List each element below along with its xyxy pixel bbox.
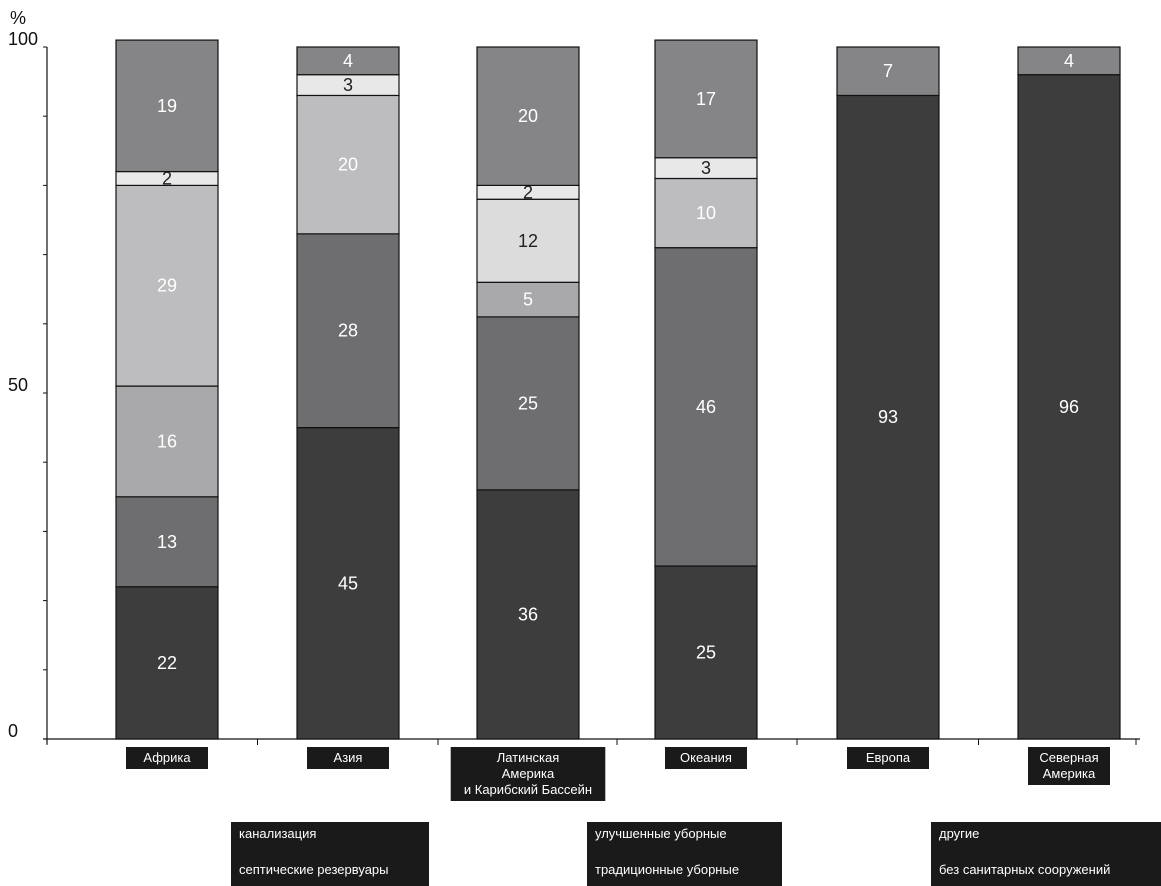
category-label-box <box>847 747 929 769</box>
chart-bars: 22 13 16 29 2 19 45 28 20 3 4 36 25 5 12 2 20 25 46 10 3 17 93… <box>115 39 1121 740</box>
data-label: 19 <box>157 96 177 116</box>
data-label: 3 <box>701 158 711 178</box>
data-label: 12 <box>518 231 538 251</box>
category-label-box <box>307 747 389 769</box>
bar-segment <box>476 316 580 491</box>
legend-box <box>231 822 429 886</box>
bar-segment <box>476 281 580 318</box>
data-label: 36 <box>518 604 538 624</box>
legend-block: улучшенные уборные традиционные уборные <box>587 822 782 886</box>
bar-segment <box>654 247 758 567</box>
data-label: 13 <box>157 532 177 552</box>
bar-segment <box>296 427 400 740</box>
data-label: 45 <box>338 573 358 593</box>
category-label-box <box>450 747 606 801</box>
legend-label: традиционные уборные <box>595 862 739 877</box>
category-label-text: Европа <box>866 750 911 765</box>
legend-label: улучшенные уборные <box>595 826 727 841</box>
bar-segment <box>1017 74 1121 740</box>
data-label: 7 <box>883 61 893 81</box>
bar-segment <box>476 46 580 186</box>
category-label-box <box>665 747 747 769</box>
bar-segment <box>836 94 940 740</box>
bar-segment <box>296 46 400 76</box>
category-label-text: Америка <box>1043 766 1096 781</box>
category-label: Африка <box>126 747 208 769</box>
category-label-text: и Карибский Бассейн <box>464 782 592 797</box>
data-label: 3 <box>343 75 353 95</box>
data-label: 22 <box>157 653 177 673</box>
bar-segment <box>836 46 940 97</box>
data-label: 17 <box>696 89 716 109</box>
bar-segment <box>1017 46 1121 76</box>
data-label: 2 <box>162 168 172 188</box>
data-label: 4 <box>343 51 353 71</box>
bar-segment <box>115 586 219 740</box>
data-label: 2 <box>523 182 533 202</box>
category-label-text: Африка <box>143 750 191 765</box>
data-label: 28 <box>338 321 358 341</box>
category-label: Океания <box>665 747 747 769</box>
data-label: 16 <box>157 431 177 451</box>
legend-box <box>587 822 782 886</box>
data-label: 20 <box>518 106 538 126</box>
category-label: Азия <box>307 747 389 769</box>
data-label: 46 <box>696 397 716 417</box>
legend-label: другие <box>939 826 979 841</box>
bar-segment <box>654 565 758 740</box>
legend-box <box>931 822 1161 886</box>
data-label: 25 <box>518 393 538 413</box>
bar-segment <box>296 94 400 235</box>
legend-label: септические резервуары <box>239 862 389 877</box>
chart-axes: 0 50 100% <box>8 8 1140 745</box>
data-label: 10 <box>696 203 716 223</box>
category-label-text: Америка <box>502 766 555 781</box>
data-label: 29 <box>157 276 177 296</box>
category-label-text: Северная <box>1039 750 1098 765</box>
category-label: Европа <box>847 747 929 769</box>
y-unit-label: % <box>10 8 26 28</box>
category-label-box <box>1028 747 1110 785</box>
category-label-text: Латинская <box>497 750 560 765</box>
data-label: 25 <box>696 643 716 663</box>
data-label: 5 <box>523 290 533 310</box>
legend-block: другие без санитарных сооружений <box>931 822 1161 886</box>
data-label: 4 <box>1064 51 1074 71</box>
y-tick-label: 50 <box>8 375 28 395</box>
bar-segment <box>654 177 758 249</box>
bar-segment <box>296 233 400 429</box>
legend-label: канализация <box>239 826 316 841</box>
bar-segment <box>115 184 219 387</box>
category-label-box <box>126 747 208 769</box>
data-label: 93 <box>878 407 898 427</box>
chart-legend: канализация септические резервуары улучшен… <box>231 822 1161 886</box>
y-tick-label: 100 <box>8 29 38 49</box>
legend-block: канализация септические резервуары <box>231 822 429 886</box>
bar-segment <box>654 39 758 159</box>
legend-label: без санитарных сооружений <box>939 862 1110 877</box>
data-label: 20 <box>338 155 358 175</box>
data-label: 96 <box>1059 397 1079 417</box>
bar-segment <box>115 39 219 173</box>
category-label-text: Океания <box>680 750 732 765</box>
y-tick-label: 0 <box>8 721 18 741</box>
category-label-text: Азия <box>334 750 363 765</box>
